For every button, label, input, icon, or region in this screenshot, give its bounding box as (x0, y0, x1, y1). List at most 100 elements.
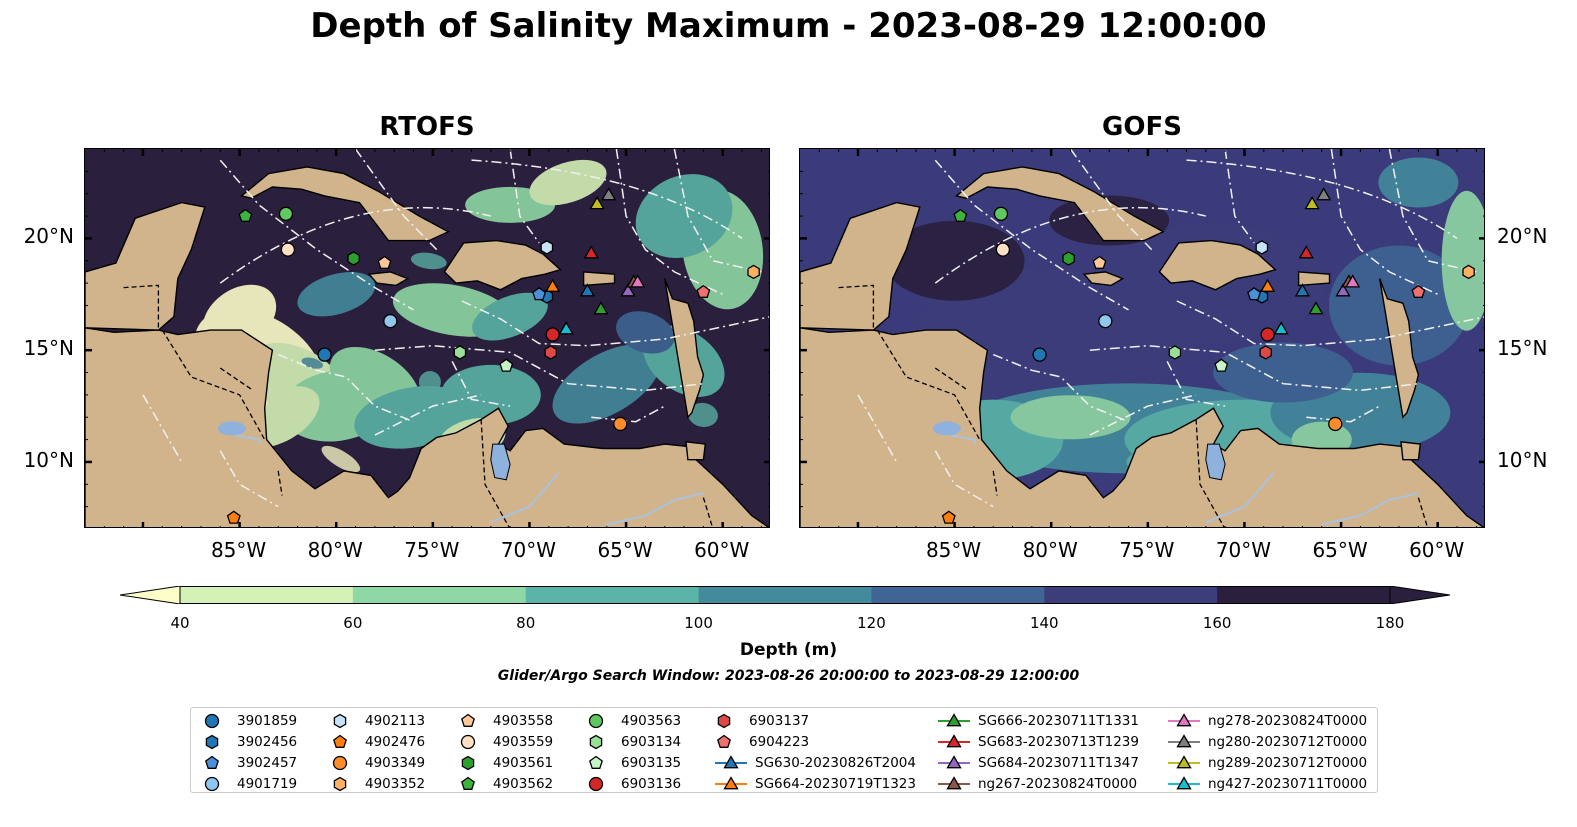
marker-sg683-20230713t1239[interactable] (1298, 245, 1314, 259)
marker-ng289-20230712t0000[interactable] (1304, 196, 1320, 210)
legend-swatch-icon[interactable] (461, 713, 475, 727)
marker-4903563[interactable] (278, 206, 294, 221)
legend-label: 3902457 (237, 755, 298, 771)
legend-swatch-icon[interactable] (589, 734, 603, 750)
marker-6903134[interactable] (1168, 345, 1182, 360)
legend-swatch-icon[interactable] (461, 776, 475, 790)
colorbar-tick-label: 140 (1029, 614, 1059, 632)
legend-swatch-icon[interactable] (946, 755, 962, 769)
rivers (950, 434, 1419, 526)
marker-4903562[interactable] (953, 208, 968, 222)
legend-swatch-icon[interactable] (461, 755, 475, 771)
marker-3902457[interactable] (532, 286, 547, 301)
marker-4903558[interactable] (1092, 255, 1107, 269)
marker-sg630-20230826t2004[interactable] (1294, 283, 1311, 297)
legend-swatch-icon[interactable] (717, 713, 731, 729)
marker-4902476[interactable] (226, 510, 241, 524)
marker-sg630-20230826t2004[interactable] (579, 283, 596, 297)
legend-swatch-icon[interactable] (205, 755, 219, 769)
legend-swatch-icon[interactable] (333, 734, 347, 748)
rtofs-map[interactable] (84, 148, 770, 528)
marker-ng289-20230712t0000[interactable] (589, 196, 605, 210)
legend-label: 6904223 (749, 734, 810, 750)
marker-sg666-20230711t1331[interactable] (593, 301, 609, 315)
marker-4903349[interactable] (613, 416, 628, 432)
marker-4901719[interactable] (1098, 313, 1113, 329)
marker-6903136[interactable] (545, 327, 560, 342)
marker-3901859[interactable] (1032, 347, 1047, 362)
legend-swatch-icon[interactable] (1176, 755, 1192, 769)
marker-4903559[interactable] (280, 242, 296, 257)
marker-4902113[interactable] (1255, 240, 1269, 255)
marker-ng278-20230824t0000[interactable] (1345, 274, 1361, 288)
legend-label: 6903135 (621, 755, 682, 771)
legend-swatch-icon[interactable] (1176, 713, 1192, 727)
marker-3901859[interactable] (317, 347, 332, 362)
legend-label: 4901719 (237, 776, 298, 792)
marker-4903352[interactable] (1462, 264, 1475, 280)
marker-3902457[interactable] (1247, 286, 1262, 301)
legend-swatch-icon[interactable] (460, 734, 476, 750)
marker-ng278-20230824t0000[interactable] (630, 274, 646, 288)
marker-sg683-20230713t1239[interactable] (583, 245, 599, 259)
marker-sg684-20230711t1347[interactable] (1335, 283, 1351, 297)
legend-swatch-icon[interactable] (1176, 776, 1192, 790)
gofs-map[interactable] (799, 148, 1485, 528)
legend-swatch-icon[interactable] (946, 776, 962, 790)
marker-4903559[interactable] (995, 242, 1011, 257)
legend-label: 4903352 (365, 776, 426, 792)
marker-ng427-20230711t0000[interactable] (1273, 321, 1289, 335)
legend-swatch-icon[interactable] (717, 734, 731, 748)
legend-swatch-icon[interactable] (588, 776, 604, 792)
legend-swatch-icon[interactable] (588, 713, 604, 729)
legend-swatch-icon[interactable] (332, 755, 348, 771)
rivers (235, 434, 704, 526)
legend-label: ng278-20230824T0000 (1208, 713, 1368, 729)
legend-swatch-icon[interactable] (946, 713, 962, 727)
legend-swatch-icon[interactable] (333, 713, 347, 729)
legend-label: 3901859 (237, 713, 298, 729)
marker-sg664-20230719t1323[interactable] (545, 278, 561, 292)
marker-sg666-20230711t1331[interactable] (1308, 301, 1324, 315)
marker-6903134[interactable] (453, 345, 467, 360)
marker-4903561[interactable] (1062, 251, 1075, 266)
marker-4903563[interactable] (993, 206, 1009, 221)
marker-4903349[interactable] (1328, 416, 1343, 432)
marker-4901719[interactable] (383, 313, 398, 329)
legend-swatch-icon[interactable] (946, 734, 962, 748)
marker-sg664-20230719t1323[interactable] (1260, 278, 1276, 292)
legend-swatch-icon[interactable] (723, 776, 739, 790)
legend-item: 4903562 (457, 774, 553, 794)
observation-markers (941, 187, 1475, 524)
marker-6903135[interactable] (499, 358, 514, 372)
marker-6903136[interactable] (1260, 327, 1275, 342)
marker-4903352[interactable] (747, 264, 760, 280)
marker-sg684-20230711t1347[interactable] (620, 283, 636, 297)
marker-4903562[interactable] (238, 208, 253, 222)
marker-6904223[interactable] (696, 284, 711, 298)
x-tick-label: 60°W (694, 538, 750, 562)
marker-4902113[interactable] (540, 240, 554, 255)
colorbar-tick-label: 180 (1375, 614, 1405, 632)
legend-swatch-icon[interactable] (333, 776, 347, 792)
colorbar-segment (871, 586, 1045, 604)
legend-swatch-icon[interactable] (204, 776, 220, 792)
marker-6903137[interactable] (1259, 345, 1272, 360)
legend-swatch-icon[interactable] (1176, 734, 1192, 748)
marker-ng280-20230712t0000[interactable] (601, 187, 617, 201)
marker-6904223[interactable] (1411, 284, 1426, 298)
legend-swatch-icon[interactable] (205, 734, 219, 750)
legend-label: ng427-20230711T0000 (1208, 776, 1368, 792)
legend-swatch-icon[interactable] (589, 755, 603, 769)
marker-6903137[interactable] (544, 345, 557, 360)
legend-item: 4903563 (585, 711, 681, 731)
marker-6903135[interactable] (1214, 358, 1229, 372)
marker-ng427-20230711t0000[interactable] (558, 321, 574, 335)
marker-ng280-20230712t0000[interactable] (1316, 187, 1332, 201)
marker-4903558[interactable] (377, 255, 392, 269)
legend-swatch-icon[interactable] (204, 713, 220, 729)
colorbar-tick-label: 60 (343, 614, 363, 632)
marker-4902476[interactable] (941, 510, 956, 524)
marker-4903561[interactable] (347, 251, 360, 266)
legend-swatch-icon[interactable] (723, 755, 739, 769)
